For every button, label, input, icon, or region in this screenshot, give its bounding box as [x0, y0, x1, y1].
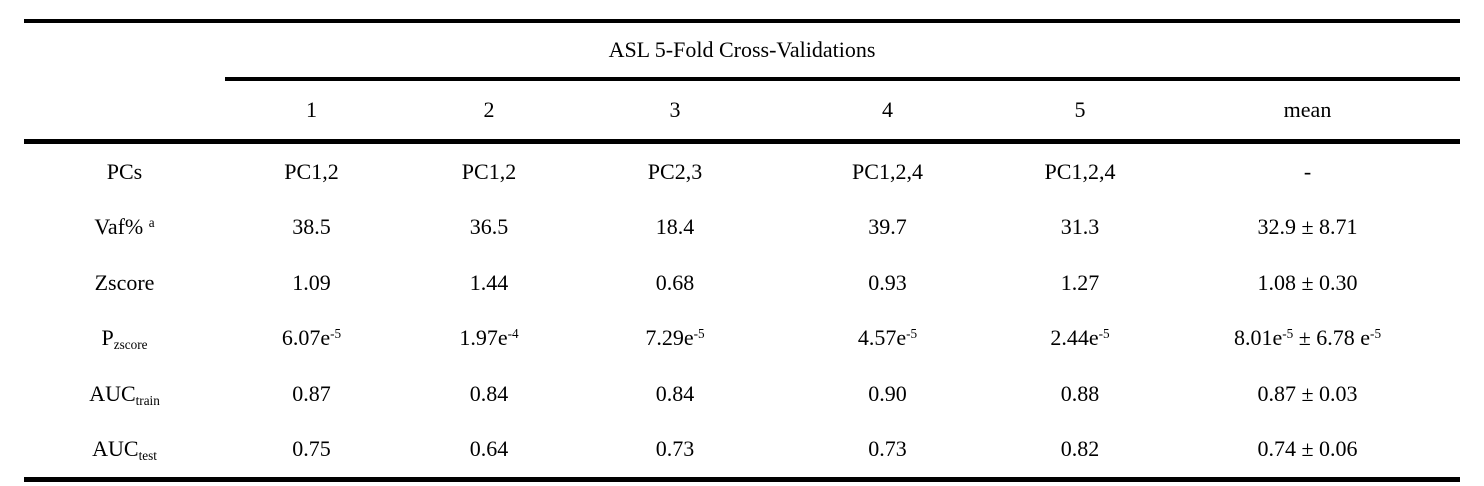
table-cell: 4.57e-5 — [857, 325, 918, 351]
row-label: PCs — [106, 158, 143, 184]
table-cell: PC1,2 — [284, 158, 339, 184]
table-cell: 1.44 — [469, 269, 509, 295]
column-header-fold-4: 4 — [770, 79, 1005, 144]
table-cell: 0.90 — [868, 380, 907, 406]
table-cell: PC2,3 — [647, 158, 703, 184]
row-label: Zscore — [94, 269, 155, 295]
table-cell: 0.64 — [398, 421, 580, 482]
column-header-fold-3: 3 — [580, 79, 770, 144]
table-cell: 7.29e-5 — [645, 325, 705, 351]
table-cell: 0.84 — [655, 380, 695, 406]
column-header-stub — [24, 79, 225, 144]
column-header-mean: mean — [1155, 79, 1460, 144]
table-cell: 0.68 — [655, 269, 695, 295]
spanner-stub-cell — [24, 21, 225, 79]
table-cell: 32.9 ± 8.71 — [1257, 214, 1358, 240]
table-cell: 38.5 — [292, 214, 331, 240]
table-row-vaf: Vaf% a 38.5 36.5 18.4 39.7 31.3 32.9 ± 8… — [24, 200, 1460, 256]
spanner-row — [24, 21, 1460, 81]
table-cell: PC1,2,4 — [1044, 158, 1116, 184]
column-header-fold-5: 5 — [1005, 79, 1155, 144]
table-cell: 8.01e-5 ± 6.78 e-5 — [1233, 325, 1382, 351]
table-row-auc-test: AUCtest 0.75 0.64 0.73 0.73 0.82 0.74 ± … — [24, 421, 1460, 482]
table-cell: 0.88 — [1060, 380, 1100, 406]
spanner-rule-cell — [225, 21, 1460, 81]
table-cell: 36.5 — [469, 214, 509, 240]
table-row-auc-train: AUCtrain 0.87 0.84 0.84 0.90 0.88 0.87 ±… — [24, 366, 1460, 422]
table-row-pcs: PCs PC1,2 PC1,2 PC2,3 PC1,2,4 PC1,2,4 - — [24, 142, 1460, 200]
row-label: Vaf% a — [94, 214, 155, 240]
table-cell: 0.75 — [225, 421, 398, 482]
table-cell: 0.74 ± 0.06 — [1155, 421, 1460, 482]
column-header-fold-2: 2 — [398, 79, 580, 144]
table-row-pzscore: Pzscore 6.07e-5 1.97e-4 7.29e-5 4.57e-5 … — [24, 311, 1460, 367]
cross-validation-table: 1 2 3 4 5 mean PCs PC1,2 PC1,2 PC2,3 PC1… — [24, 19, 1460, 482]
table-cell: 0.87 ± 0.03 — [1257, 380, 1358, 406]
table-cell: 0.87 — [292, 380, 331, 406]
table-cell: 1.27 — [1060, 269, 1100, 295]
table-cell: 1.97e-4 — [459, 325, 519, 351]
table-cell: 39.7 — [868, 214, 907, 240]
table-row-zscore: Zscore 1.09 1.44 0.68 0.93 1.27 1.08 ± 0… — [24, 255, 1460, 311]
table-cell: 1.09 — [292, 269, 331, 295]
table-cell: 2.44e-5 — [1050, 325, 1110, 351]
table-cell: PC1,2,4 — [852, 158, 923, 184]
table-cell: 0.73 — [770, 421, 1005, 482]
table-cell: 18.4 — [655, 214, 695, 240]
table-cell: 0.82 — [1005, 421, 1155, 482]
row-label: AUCtest — [24, 421, 225, 482]
row-label: AUCtrain — [89, 380, 160, 408]
table-cell: 1.08 ± 0.30 — [1257, 269, 1358, 295]
row-label: Pzscore — [101, 325, 148, 353]
table-cell: 0.73 — [580, 421, 770, 482]
table-cell: 0.84 — [469, 380, 509, 406]
table-cell: PC1,2 — [461, 158, 517, 184]
column-header-row: 1 2 3 4 5 mean — [24, 79, 1460, 144]
table-cell: 6.07e-5 — [281, 325, 342, 351]
table-cell: 0.93 — [868, 269, 907, 295]
column-header-fold-1: 1 — [225, 79, 398, 144]
table-cell: - — [1303, 158, 1312, 184]
results-table-container: ASL 5-Fold Cross-Validations 1 2 3 4 5 m… — [24, 19, 1460, 482]
table-cell: 31.3 — [1060, 214, 1100, 240]
